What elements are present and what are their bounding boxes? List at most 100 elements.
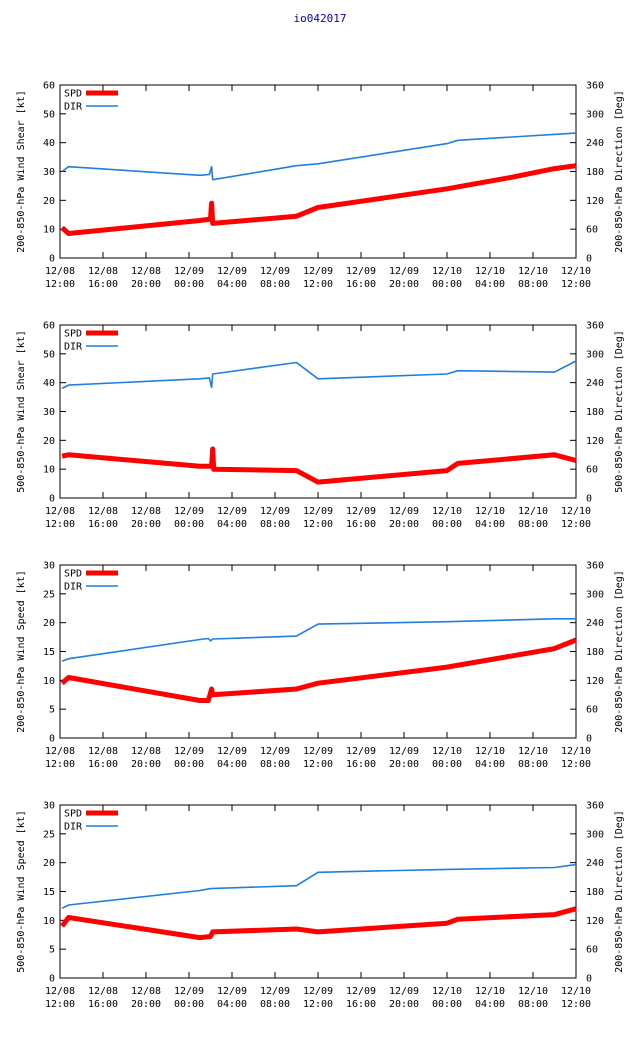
y-tick-label: 10 xyxy=(43,465,55,476)
y2-tick-label: 240 xyxy=(586,138,604,149)
x-tick-date: 12/10 xyxy=(561,986,591,997)
y2-tick-label: 300 xyxy=(586,109,604,120)
x-tick-time: 08:00 xyxy=(518,519,548,530)
x-tick-time: 16:00 xyxy=(88,759,118,770)
x-tick-time: 04:00 xyxy=(217,759,247,770)
legend-dir-label: DIR xyxy=(64,582,83,593)
legend-spd-label: SPD xyxy=(64,569,82,580)
y-axis-label: 500-850-hPa Wind Shear [kt] xyxy=(16,330,27,493)
x-tick-time: 08:00 xyxy=(260,999,290,1010)
y-tick-label: 60 xyxy=(43,321,55,332)
x-tick-date: 12/10 xyxy=(518,506,548,517)
x-tick-date: 12/09 xyxy=(174,746,204,757)
x-tick-time: 08:00 xyxy=(260,519,290,530)
x-tick-date: 12/09 xyxy=(303,746,333,757)
x-tick-date: 12/08 xyxy=(88,506,118,517)
x-tick-date: 12/09 xyxy=(217,746,247,757)
x-tick-date: 12/09 xyxy=(389,986,419,997)
y2-tick-label: 120 xyxy=(586,676,604,687)
y2-tick-label: 180 xyxy=(586,887,604,898)
y-tick-label: 20 xyxy=(43,436,55,447)
x-tick-date: 12/09 xyxy=(346,266,376,277)
x-tick-time: 04:00 xyxy=(475,999,505,1010)
y-tick-label: 30 xyxy=(43,801,55,812)
series-dir-line xyxy=(61,360,577,390)
legend-spd-label: SPD xyxy=(64,329,82,340)
x-tick-time: 20:00 xyxy=(389,759,419,770)
x-tick-date: 12/09 xyxy=(260,506,290,517)
x-tick-time: 12:00 xyxy=(303,519,333,530)
x-tick-time: 08:00 xyxy=(518,999,548,1010)
y-tick-label: 50 xyxy=(43,109,55,120)
x-tick-date: 12/09 xyxy=(260,746,290,757)
x-tick-date: 12/10 xyxy=(561,266,591,277)
x-tick-date: 12/10 xyxy=(518,986,548,997)
x-tick-time: 00:00 xyxy=(174,999,204,1010)
y-tick-label: 15 xyxy=(43,887,55,898)
y2-axis-label: 200-850-hPa Direction [Deg] xyxy=(614,810,625,973)
x-tick-date: 12/08 xyxy=(131,266,161,277)
panel-1: 0 10 20 30 40 50 60 0 60 120 180 240 300 360 12/08 12:0… xyxy=(16,81,625,291)
y2-tick-label: 120 xyxy=(586,916,604,927)
y2-tick-label: 60 xyxy=(586,945,598,956)
x-tick-date: 12/10 xyxy=(518,266,548,277)
y2-tick-label: 60 xyxy=(586,705,598,716)
y2-tick-label: 300 xyxy=(586,829,604,840)
y2-tick-label: 300 xyxy=(586,589,604,600)
y-tick-label: 0 xyxy=(49,254,55,265)
y-tick-label: 20 xyxy=(43,858,55,869)
y-tick-label: 0 xyxy=(49,974,55,985)
y-tick-label: 60 xyxy=(43,81,55,92)
x-tick-date: 12/09 xyxy=(346,506,376,517)
y2-tick-label: 240 xyxy=(586,618,604,629)
x-tick-date: 12/08 xyxy=(88,986,118,997)
x-tick-date: 12/10 xyxy=(475,746,505,757)
y-tick-label: 30 xyxy=(43,167,55,178)
y2-tick-label: 120 xyxy=(586,196,604,207)
y-tick-label: 20 xyxy=(43,196,55,207)
y2-tick-label: 120 xyxy=(586,436,604,447)
x-tick-time: 20:00 xyxy=(131,279,161,290)
x-tick-date: 12/09 xyxy=(217,506,247,517)
x-tick-date: 12/09 xyxy=(217,986,247,997)
y-tick-label: 0 xyxy=(49,734,55,745)
y2-tick-label: 300 xyxy=(586,349,604,360)
y-tick-label: 30 xyxy=(43,407,55,418)
y2-axis-label: 500-850-hPa Direction [Deg] xyxy=(614,330,625,493)
y-tick-label: 25 xyxy=(43,589,55,600)
y2-tick-label: 240 xyxy=(586,378,604,389)
x-tick-time: 16:00 xyxy=(88,999,118,1010)
y-tick-label: 20 xyxy=(43,618,55,629)
x-tick-date: 12/08 xyxy=(131,986,161,997)
chart-title: io042017 xyxy=(293,12,347,25)
x-tick-date: 12/08 xyxy=(45,986,75,997)
legend-dir-label: DIR xyxy=(64,102,83,113)
x-tick-time: 12:00 xyxy=(561,999,591,1010)
x-tick-time: 12:00 xyxy=(303,999,333,1010)
x-tick-date: 12/09 xyxy=(260,266,290,277)
y-tick-label: 40 xyxy=(43,378,55,389)
x-tick-time: 00:00 xyxy=(432,279,462,290)
y2-tick-label: 0 xyxy=(586,494,592,505)
x-tick-time: 20:00 xyxy=(389,519,419,530)
plot-frame xyxy=(59,324,577,499)
series-spd-line xyxy=(60,906,577,941)
x-tick-time: 00:00 xyxy=(174,519,204,530)
x-tick-time: 04:00 xyxy=(475,279,505,290)
x-tick-time: 04:00 xyxy=(217,999,247,1010)
panel-3: 05101520253006012018024030036012/0812:00… xyxy=(16,561,625,771)
x-tick-time: 08:00 xyxy=(260,279,290,290)
y2-tick-label: 180 xyxy=(586,167,604,178)
x-tick-time: 20:00 xyxy=(131,999,161,1010)
legend-dir-label: DIR xyxy=(64,342,83,353)
x-tick-date: 12/09 xyxy=(389,266,419,277)
plot-frame xyxy=(59,804,577,979)
x-tick-date: 12/10 xyxy=(432,266,462,277)
x-tick-date: 12/10 xyxy=(561,746,591,757)
y2-tick-label: 360 xyxy=(586,321,604,332)
x-tick-time: 04:00 xyxy=(217,279,247,290)
x-tick-date: 12/10 xyxy=(432,986,462,997)
x-tick-time: 00:00 xyxy=(174,759,204,770)
x-tick-time: 20:00 xyxy=(131,759,161,770)
x-tick-date: 12/09 xyxy=(174,506,204,517)
